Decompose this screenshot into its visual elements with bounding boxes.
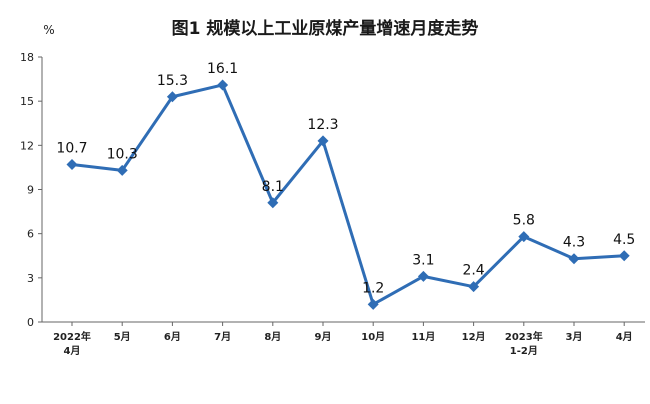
data-label: 4.5 [613,232,635,248]
y-tick-label: 18 [20,51,34,64]
data-label: 2.4 [462,263,484,279]
x-tick-label: 12月 [462,331,486,343]
data-point [618,250,630,262]
data-label: 3.1 [412,252,434,268]
data-label: 1.2 [362,280,384,296]
data-point [417,270,429,282]
data-point [367,298,379,310]
x-tick-label: 6月 [164,331,181,343]
data-label: 4.3 [563,235,585,251]
data-point [468,281,480,293]
chart-title: 图1 规模以上工业原煤产量增速月度走势 [172,18,479,39]
x-tick-label: 4月 [616,331,633,343]
y-tick-label: 15 [20,95,34,108]
series-layer [66,79,630,310]
x-tick-label: 2022年 4月 [53,330,91,357]
x-tick-label: 11月 [411,331,435,343]
data-point [66,158,78,170]
y-tick-label: 0 [27,316,34,329]
x-tick-label: 2023年 1-2月 [505,330,543,357]
data-point [267,197,279,209]
y-tick-label: 6 [27,228,34,241]
y-tick-label: 12 [20,139,34,152]
data-label: 15.3 [157,73,188,89]
x-tick-label: 9月 [315,331,332,343]
y-tick-label: 3 [27,272,34,285]
data-label: 16.1 [207,61,238,77]
series-line [71,83,625,306]
data-point [116,164,128,176]
data-label: 10.3 [107,146,138,162]
data-point [518,231,530,243]
x-axis: 2022年 4月 5月 6月 7月 8月 9月 10月 11月 12月 2023年 1-2月 3月 4月 [42,321,645,357]
x-tick-label: 7月 [214,331,231,343]
y-tick-label: 9 [27,184,34,197]
data-point [568,253,580,265]
data-point [217,79,229,91]
data-point [166,91,178,103]
x-tick-label: 8月 [264,331,281,343]
y-axis-unit: % [43,23,54,37]
data-label: 8.1 [262,179,284,195]
x-tick-label: 3月 [566,331,583,343]
data-point [317,135,329,147]
data-label: 5.8 [513,213,535,229]
x-tick-label: 5月 [114,331,131,343]
data-label: 10.7 [56,140,87,156]
data-labels: 10.7 10.3 15.3 16.1 8.1 12.3 1.2 3.1 2.4 5.8 4.3 4.… [56,61,635,296]
x-tick-label: 10月 [361,331,385,343]
y-axis: 0 3 6 9 12 15 18 [20,51,43,329]
data-label: 12.3 [307,117,338,133]
